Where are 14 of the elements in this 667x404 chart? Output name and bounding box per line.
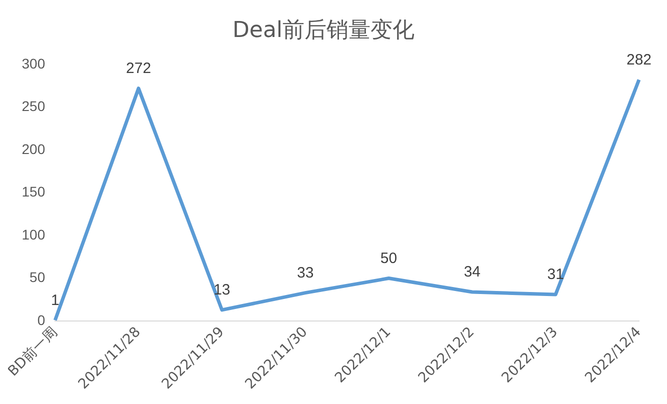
data-label: 1 xyxy=(50,292,60,309)
y-tick-label: 250 xyxy=(22,98,46,114)
data-label: 34 xyxy=(464,264,481,281)
y-tick-label: 300 xyxy=(22,55,46,72)
y-tick-label: 150 xyxy=(22,184,46,200)
data-label: 272 xyxy=(126,60,152,77)
y-tick-label: 100 xyxy=(22,226,46,242)
y-tick-label: 50 xyxy=(30,269,46,286)
data-label: 33 xyxy=(297,264,314,282)
data-label: 50 xyxy=(380,250,398,267)
y-tick-label: 0 xyxy=(37,312,46,328)
data-label: 282 xyxy=(626,51,652,68)
chart-title: Deal前后销量变化 xyxy=(232,18,415,43)
y-tick-label: 200 xyxy=(22,140,46,157)
